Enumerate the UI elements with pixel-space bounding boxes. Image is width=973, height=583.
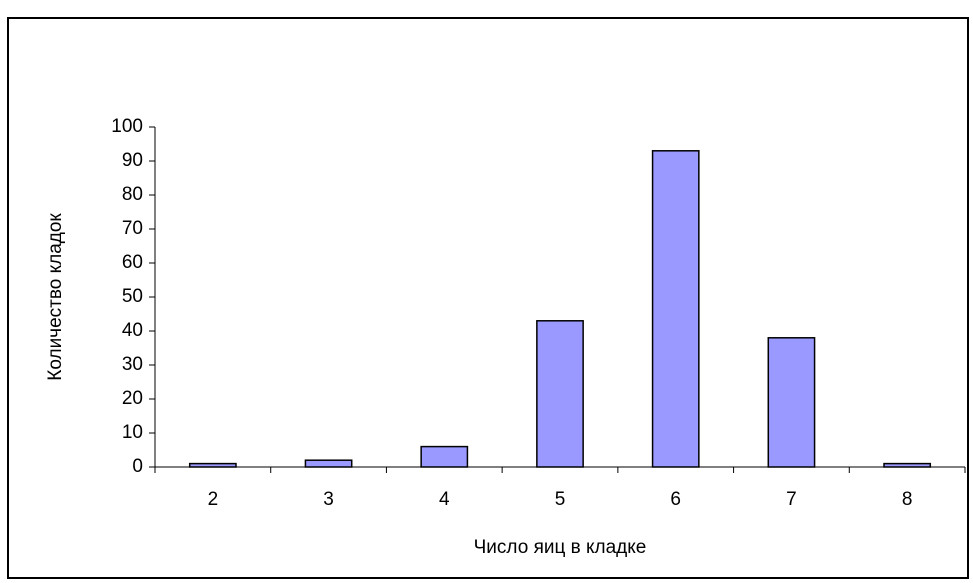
- x-tick-label: 7: [786, 489, 797, 510]
- y-tick-label: 10: [122, 422, 143, 443]
- x-tick-label: 6: [670, 489, 681, 510]
- x-tick-label: 2: [208, 489, 219, 510]
- bar: [420, 445, 469, 468]
- x-tick-label: 4: [439, 489, 450, 510]
- bar: [536, 320, 584, 468]
- y-tick-label: 50: [122, 286, 143, 307]
- bar: [767, 337, 816, 468]
- y-tick-label: 80: [122, 184, 143, 205]
- bar: [651, 150, 700, 468]
- x-tick-label: 5: [555, 489, 566, 510]
- bar: [188, 462, 237, 468]
- bar: [883, 462, 932, 468]
- y-tick-label: 100: [111, 116, 143, 137]
- y-tick-label: 0: [132, 456, 143, 477]
- chart-frame: [7, 17, 969, 579]
- bar: [304, 459, 353, 468]
- y-tick-label: 20: [122, 388, 143, 409]
- x-axis-label: Число яиц в кладке: [474, 537, 647, 558]
- x-tick-label: 3: [323, 489, 334, 510]
- x-tick-label: 8: [902, 489, 913, 510]
- y-tick-label: 40: [122, 320, 143, 341]
- y-tick-label: 70: [122, 218, 143, 239]
- y-tick-label: 60: [122, 252, 143, 273]
- y-tick-label: 90: [122, 150, 143, 171]
- y-axis-label: Количество кладок: [45, 213, 66, 381]
- y-tick-label: 30: [122, 354, 143, 375]
